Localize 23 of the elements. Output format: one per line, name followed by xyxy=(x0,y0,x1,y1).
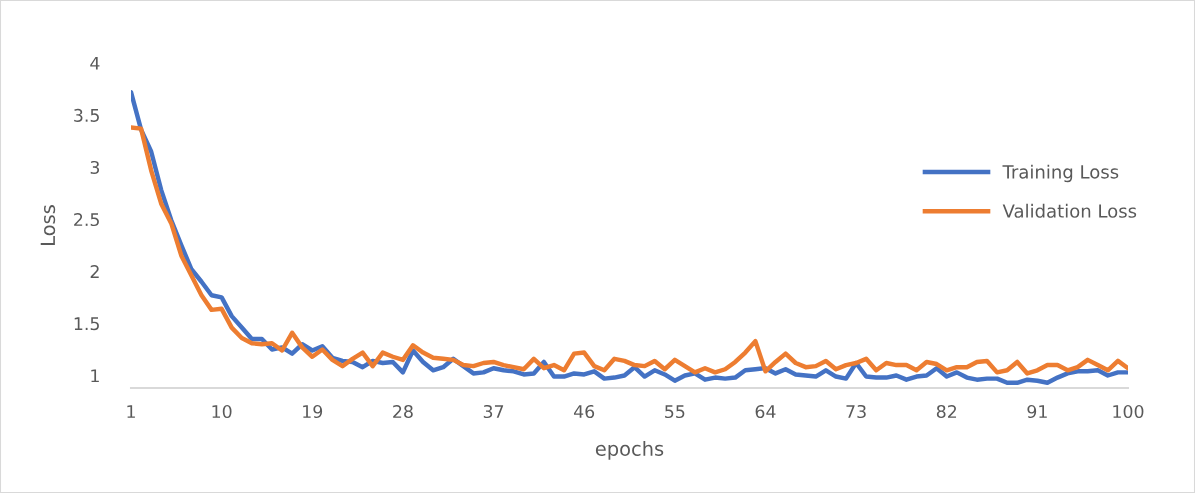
x-tick-label: 82 xyxy=(936,404,957,419)
x-tick-label: 73 xyxy=(846,404,866,419)
x-tick-label: 64 xyxy=(755,404,776,419)
y-tick-label: 2 xyxy=(90,265,99,278)
y-axis-title: Loss xyxy=(40,205,56,245)
x-tick-label: 37 xyxy=(483,404,504,419)
x-tick-label: 46 xyxy=(573,404,595,419)
y-tick-label: 3 xyxy=(90,160,100,175)
x-tick-label: 19 xyxy=(303,404,323,419)
legend-label: Training Loss xyxy=(1002,164,1119,183)
x-tick-label: 91 xyxy=(1027,404,1047,419)
y-tick-label: 4 xyxy=(90,56,100,70)
x-tick-label: 55 xyxy=(665,405,685,419)
legend-label: Validation Loss xyxy=(1002,203,1137,218)
x-axis-title: epochs xyxy=(595,440,664,460)
x-tick-label: 28 xyxy=(393,404,413,419)
y-tick-label: 2.5 xyxy=(74,212,99,227)
x-tick-label: 100 xyxy=(1113,404,1144,419)
y-tick-label: 1.5 xyxy=(74,317,99,331)
x-tick-label: 1 xyxy=(127,405,135,418)
y-tick-label: 1 xyxy=(91,369,99,383)
y-tick-label: 3.5 xyxy=(74,108,99,122)
x-tick-label: 10 xyxy=(212,404,232,419)
